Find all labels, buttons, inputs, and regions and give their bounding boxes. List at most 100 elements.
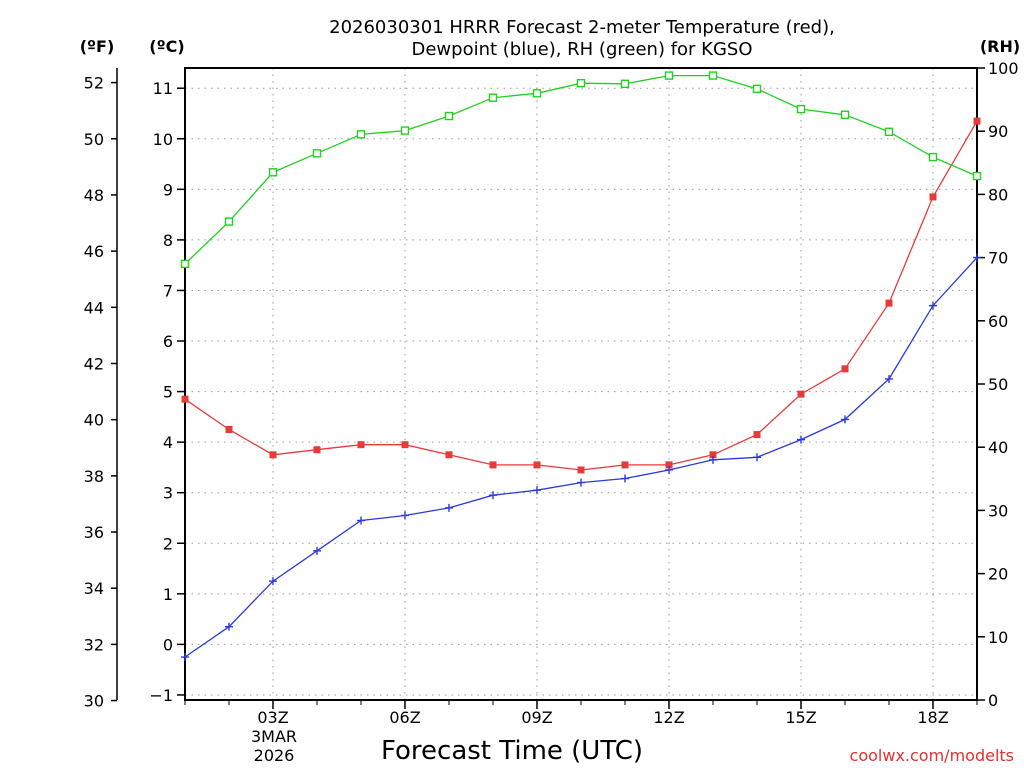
- fahrenheit-tick-label: 44: [84, 298, 104, 317]
- dewpoint-point: [753, 453, 761, 462]
- rh-point: [312, 149, 322, 158]
- temperature-line: [184, 120, 978, 471]
- gridlines: [185, 68, 977, 700]
- celsius-tick-label: 2: [163, 534, 173, 553]
- dewpoint-point: [181, 653, 189, 662]
- temperature-point: [489, 461, 497, 469]
- rh-point: [620, 79, 630, 89]
- celsius-tick-label: 5: [163, 383, 173, 402]
- dewpoint-point: [577, 478, 585, 487]
- dewpoint-point: [665, 465, 673, 474]
- rh-tick-label: 100: [988, 59, 1019, 78]
- temperature-point: [357, 441, 365, 449]
- fahrenheit-tick-label: 52: [84, 74, 104, 93]
- fahrenheit-tick-label: 34: [84, 579, 104, 598]
- fahrenheit-tick-label: 38: [84, 467, 104, 486]
- time-tick-label: 03Z: [257, 708, 288, 727]
- temperature-point: [313, 446, 321, 454]
- time-tick-label: 09Z: [521, 708, 552, 727]
- fahrenheit-tick-label: 42: [84, 354, 104, 373]
- celsius-tick-label: 8: [163, 231, 173, 250]
- data-series: [180, 71, 982, 662]
- time-tick-label: 12Z: [653, 708, 684, 727]
- fahrenheit-tick-label: 50: [84, 130, 104, 149]
- rh-point: [488, 93, 498, 102]
- time-axis: 03Z 06Z 09Z 12Z 15Z 18Z: [184, 700, 978, 727]
- temperature-point: [181, 395, 189, 403]
- temperature-point: [577, 466, 585, 474]
- dewpoint-point: [269, 577, 277, 586]
- time-tick-label: 15Z: [785, 708, 816, 727]
- rh-point: [224, 217, 234, 226]
- rh-point: [796, 104, 806, 114]
- watermark: coolwx.com/modelts: [850, 746, 1014, 765]
- temperature-point: [445, 451, 453, 459]
- dewpoint-point: [885, 374, 893, 383]
- celsius-axis: −1 0 1 2 3 4 5 6 7 8 9 10 11: [149, 79, 185, 705]
- date-label-month: 3MAR: [251, 727, 297, 746]
- celsius-tick-label: 7: [163, 281, 173, 300]
- celsius-unit-label: (ºC): [149, 37, 184, 56]
- celsius-tick-label: 11: [153, 79, 173, 98]
- date-label-year: 2026: [254, 746, 295, 765]
- rh-axis: 0 10 20 30 40 50 60 70 80 90 100: [977, 59, 1019, 710]
- time-tick-label: 06Z: [389, 708, 420, 727]
- rh-point: [708, 71, 718, 80]
- rh-point: [928, 152, 938, 162]
- dewpoint-point: [225, 622, 233, 631]
- rh-line: [184, 74, 978, 265]
- dewpoint-point: [929, 301, 937, 310]
- dewpoint-line: [184, 257, 978, 658]
- rh-point: [884, 127, 894, 137]
- celsius-tick-label: 9: [163, 180, 173, 199]
- fahrenheit-tick-label: 46: [84, 242, 104, 261]
- x-axis-title: Forecast Time (UTC): [381, 736, 643, 766]
- rh-point: [664, 71, 674, 80]
- rh-unit-label: (RH): [980, 37, 1020, 56]
- temperature-point: [665, 461, 673, 469]
- dewpoint-point: [797, 435, 805, 444]
- rh-point: [400, 126, 410, 135]
- rh-point: [356, 130, 366, 139]
- temperature-point: [533, 461, 541, 469]
- temperature-point: [709, 451, 717, 459]
- temperature-point: [753, 431, 761, 439]
- fahrenheit-tick-label: 30: [84, 692, 104, 711]
- celsius-tick-label: 1: [163, 585, 173, 604]
- dewpoint-point: [621, 474, 629, 483]
- rh-tick-label: 90: [988, 122, 1008, 141]
- dewpoint-point: [445, 503, 453, 512]
- rh-point: [444, 111, 454, 121]
- chart-title-line-1: 2026030301 HRRR Forecast 2-meter Tempera…: [329, 17, 835, 38]
- fahrenheit-tick-label: 48: [84, 186, 104, 205]
- temperature-point: [885, 299, 893, 307]
- rh-point: [972, 171, 982, 181]
- temperature-point: [929, 193, 937, 201]
- rh-point: [532, 89, 542, 98]
- dewpoint-point: [533, 486, 541, 495]
- rh-point: [840, 110, 850, 119]
- fahrenheit-unit-label: (ºF): [80, 37, 115, 56]
- plot-frame: [184, 67, 978, 701]
- temperature-point: [973, 117, 981, 125]
- temperature-point: [841, 365, 849, 373]
- temperature-point: [269, 451, 277, 459]
- rh-tick-label: 40: [988, 438, 1008, 457]
- rh-tick-label: 50: [988, 375, 1008, 394]
- temperature-point: [225, 426, 233, 434]
- celsius-tick-label: −1: [149, 686, 173, 705]
- dewpoint-point: [709, 455, 717, 464]
- fahrenheit-tick-label: 32: [84, 635, 104, 654]
- dewpoint-point: [841, 415, 849, 424]
- rh-tick-label: 80: [988, 185, 1008, 204]
- temperature-point: [621, 461, 629, 469]
- time-tick-label: 18Z: [917, 708, 948, 727]
- rh-tick-label: 30: [988, 501, 1008, 520]
- chart-title-line-2: Dewpoint (blue), RH (green) for KGSO: [411, 39, 752, 60]
- rh-point: [752, 84, 762, 94]
- rh-tick-label: 20: [988, 565, 1008, 584]
- celsius-tick-label: 6: [163, 332, 173, 351]
- rh-tick-label: 70: [988, 249, 1008, 268]
- celsius-tick-label: 0: [163, 635, 173, 654]
